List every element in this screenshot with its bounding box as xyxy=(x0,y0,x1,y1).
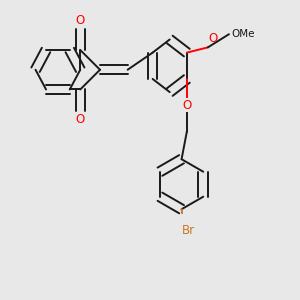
Text: OMe: OMe xyxy=(232,29,255,39)
Text: O: O xyxy=(182,99,191,112)
Text: O: O xyxy=(76,14,85,27)
Text: O: O xyxy=(208,32,217,45)
Text: O: O xyxy=(76,112,85,126)
Text: Br: Br xyxy=(182,224,195,237)
